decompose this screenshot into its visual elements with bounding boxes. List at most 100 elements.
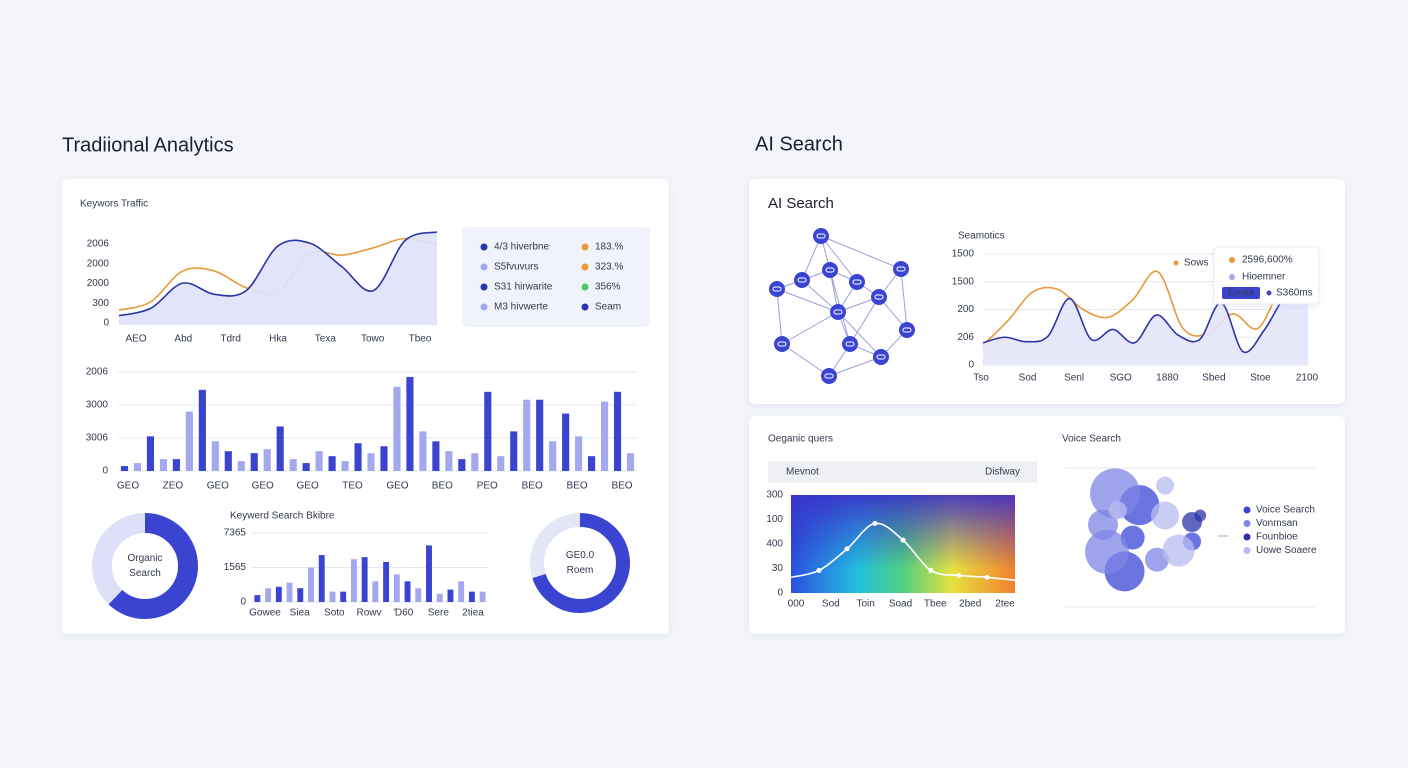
legend-dot bbox=[581, 263, 589, 271]
x-tick-label: BEO bbox=[432, 481, 453, 492]
x-tick-label: Hka bbox=[269, 334, 287, 345]
network-node bbox=[813, 228, 829, 244]
point bbox=[984, 574, 990, 580]
network-node bbox=[769, 281, 785, 297]
bar bbox=[350, 559, 357, 602]
bar bbox=[436, 593, 443, 602]
node-icon bbox=[772, 286, 782, 292]
x-tick-label: Senl bbox=[1064, 373, 1084, 384]
x-tick-label: Soad bbox=[889, 599, 912, 610]
network-node bbox=[849, 274, 865, 290]
area bbox=[119, 232, 437, 325]
bar bbox=[198, 389, 206, 471]
chart-title: Seamotics bbox=[958, 231, 1005, 242]
bar bbox=[432, 441, 440, 471]
legend-dot bbox=[1243, 520, 1251, 527]
x-tick-label: Tdrd bbox=[220, 334, 241, 345]
x-tick-label: Sod bbox=[822, 599, 840, 610]
network-node bbox=[821, 368, 837, 384]
bar bbox=[211, 441, 219, 471]
x-tick-label: GEO bbox=[207, 481, 229, 492]
bubble bbox=[1085, 529, 1129, 574]
network-node bbox=[830, 304, 846, 320]
bar bbox=[562, 413, 570, 471]
chart-title: Voice Search bbox=[1062, 434, 1121, 445]
network-edge bbox=[900, 268, 908, 331]
legend-dot bbox=[581, 303, 589, 311]
x-tick-label: Sod bbox=[1019, 373, 1037, 384]
y-tick-label: 206 bbox=[957, 332, 974, 343]
network-node bbox=[893, 261, 909, 277]
bar bbox=[484, 391, 492, 471]
bubble bbox=[1090, 468, 1141, 519]
x-tick-label: Stoe bbox=[1250, 373, 1271, 384]
bar bbox=[626, 453, 635, 471]
x-tick-label: SGO bbox=[1110, 373, 1132, 384]
network-node bbox=[873, 349, 889, 365]
legend-dot bbox=[1243, 533, 1251, 541]
tooltip-text: 2596,600% bbox=[1242, 255, 1293, 266]
legend-dot bbox=[1229, 257, 1235, 263]
node-icon bbox=[852, 279, 862, 285]
y-tick-label: 3006 bbox=[86, 433, 109, 444]
legend-dot bbox=[480, 243, 488, 251]
node-icon bbox=[816, 233, 826, 239]
bar bbox=[341, 461, 349, 471]
point bbox=[956, 572, 962, 578]
stat-label: M3 hivwerte bbox=[494, 302, 548, 313]
donut-label: Organic bbox=[127, 553, 162, 564]
network-edge bbox=[837, 311, 882, 358]
y-tick-label: 300 bbox=[92, 298, 109, 309]
bar bbox=[224, 451, 232, 471]
x-tick-label: Rowv bbox=[356, 608, 381, 619]
x-tick-label: Tbee bbox=[924, 599, 947, 610]
bar bbox=[471, 453, 479, 471]
legend-label: Voice Search bbox=[1256, 505, 1315, 516]
bar bbox=[458, 459, 466, 471]
network-edge bbox=[781, 311, 839, 345]
donut-label: GE0.0 bbox=[566, 550, 595, 561]
x-tick-label: 2100 bbox=[1296, 373, 1319, 384]
line bbox=[982, 270, 1309, 346]
bar bbox=[523, 399, 531, 471]
y-tick-label: 2006 bbox=[87, 239, 110, 250]
tooltip-text: Hioemner bbox=[1242, 272, 1286, 283]
y-tick-label: 2006 bbox=[86, 367, 109, 378]
stat-value: 183.% bbox=[595, 242, 623, 253]
network-edge bbox=[776, 288, 839, 313]
bar bbox=[588, 456, 596, 471]
stat-label: 4/3 hiverbne bbox=[494, 242, 549, 253]
bar bbox=[600, 401, 609, 471]
network-node bbox=[842, 336, 858, 352]
point bbox=[844, 546, 850, 552]
legend-label: Uowe Soaere bbox=[1256, 545, 1317, 556]
bar bbox=[361, 557, 368, 602]
bar bbox=[426, 545, 432, 602]
bar bbox=[265, 588, 272, 602]
bar bbox=[372, 581, 379, 602]
x-tick-label: Gowee bbox=[249, 608, 281, 619]
y-tick-label: 1565 bbox=[224, 562, 247, 573]
table-header bbox=[768, 461, 1037, 483]
x-tick-label: Soto bbox=[324, 608, 345, 619]
bar bbox=[315, 451, 323, 471]
node-icon bbox=[833, 309, 843, 315]
x-tick-label: GEO bbox=[386, 481, 408, 492]
donut-label: Roem bbox=[567, 565, 594, 576]
node-icon bbox=[824, 373, 834, 379]
y-tick-label: 1500 bbox=[952, 249, 975, 260]
x-tick-label: Texa bbox=[315, 334, 337, 345]
bar bbox=[297, 588, 304, 602]
x-tick-label: Sbed bbox=[1202, 373, 1225, 384]
x-tick-label: 000 bbox=[788, 599, 805, 610]
chart-title: Oeganic quers bbox=[768, 434, 833, 445]
bar bbox=[237, 461, 245, 471]
x-tick-label: BEO bbox=[567, 481, 588, 492]
network-edge bbox=[849, 296, 880, 345]
tooltip-note: S360ms bbox=[1276, 288, 1313, 299]
bar bbox=[419, 431, 427, 471]
network-node bbox=[822, 262, 838, 278]
bar bbox=[329, 591, 336, 602]
y-tick-label: 400 bbox=[766, 539, 783, 550]
